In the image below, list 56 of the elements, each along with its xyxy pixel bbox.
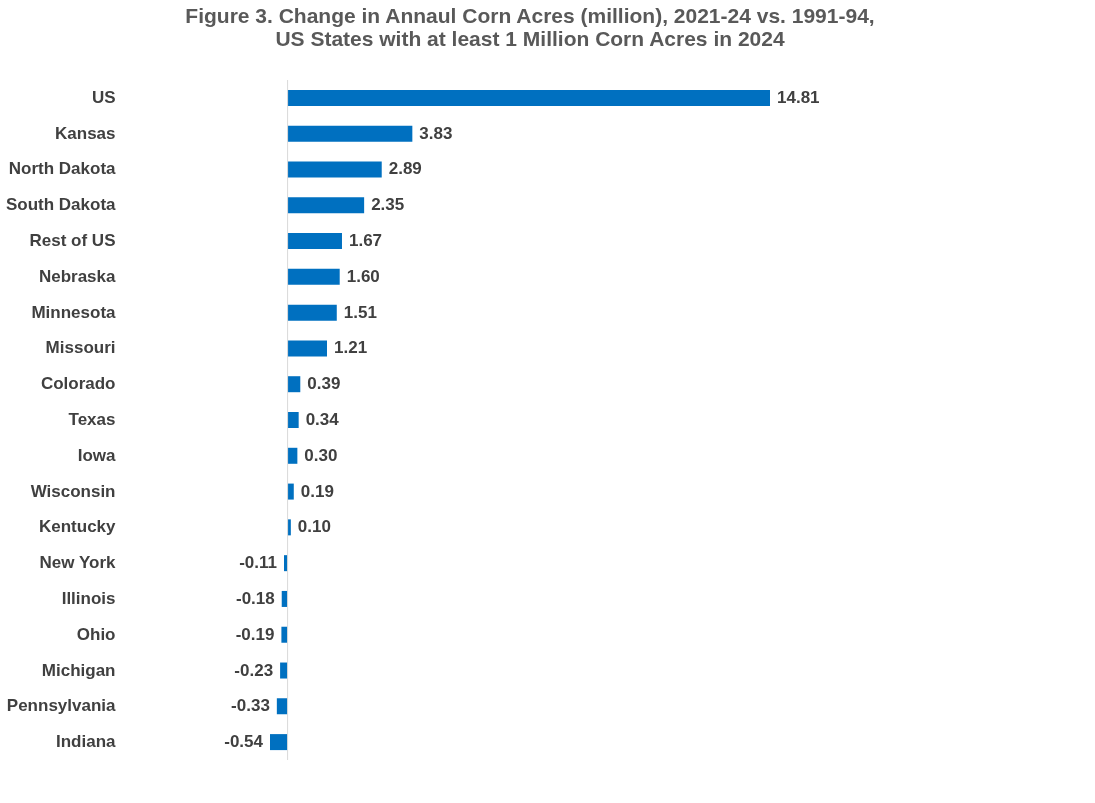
bar xyxy=(270,734,288,751)
y-tick-label: Texas xyxy=(68,410,116,429)
data-label: -0.33 xyxy=(231,696,270,716)
bar xyxy=(287,519,291,536)
bar xyxy=(287,197,365,214)
bar xyxy=(276,698,288,715)
bar xyxy=(280,662,288,679)
bar xyxy=(287,161,382,178)
y-tick-label: Nebraska xyxy=(38,266,117,286)
bar xyxy=(287,376,301,393)
data-label: -0.54 xyxy=(224,732,264,752)
bar xyxy=(287,483,294,500)
y-tick-label: Minnesota xyxy=(31,302,117,322)
y-tick-label: Indiana xyxy=(55,732,117,752)
data-label: 0.30 xyxy=(304,445,338,465)
data-label: 1.67 xyxy=(348,231,383,251)
bar xyxy=(287,268,340,285)
data-label: -0.19 xyxy=(235,624,275,644)
data-label: 1.60 xyxy=(346,266,380,286)
data-label: 3.83 xyxy=(419,123,453,143)
y-tick-label: Pennsylvania xyxy=(6,696,117,716)
bar xyxy=(287,89,770,106)
data-label: 2.35 xyxy=(371,195,405,215)
y-tick-label: Kentucky xyxy=(38,517,117,537)
y-tick-label: Iowa xyxy=(77,445,117,465)
chart-title: Figure 3. Change in Annaul Corn Acres (million), 2021-24 vs. 1991-94, US States with at least 1 Million Corn Acres in 2024 xyxy=(185,3,875,50)
bar xyxy=(287,412,299,428)
data-label: 0.10 xyxy=(297,517,331,537)
bar xyxy=(287,125,413,142)
data-label: 2.89 xyxy=(388,159,422,179)
data-label: 14.81 xyxy=(777,87,820,107)
data-label: -0.23 xyxy=(234,660,274,680)
data-label: 0.34 xyxy=(305,410,340,429)
data-label: -0.11 xyxy=(239,553,278,573)
data-label: 0.19 xyxy=(300,481,334,501)
bar xyxy=(287,304,337,321)
data-label: 1.51 xyxy=(343,302,377,322)
data-label: 1.21 xyxy=(334,338,368,358)
y-tick-label: Illinois xyxy=(61,588,116,608)
y-tick-label: Rest of US xyxy=(29,231,116,251)
data-label: -0.18 xyxy=(235,588,275,608)
y-tick-label: US xyxy=(91,87,116,107)
bar xyxy=(281,626,288,643)
y-tick-label: Michigan xyxy=(41,660,116,680)
bar xyxy=(287,233,342,250)
y-tick-label: Ohio xyxy=(76,624,116,644)
y-tick-label: New York xyxy=(39,553,117,573)
bar xyxy=(287,340,327,357)
y-tick-label: Kansas xyxy=(55,123,116,143)
data-label: 0.39 xyxy=(307,374,341,394)
y-tick-label: North Dakota xyxy=(8,159,117,179)
y-tick-label: Missouri xyxy=(45,338,116,358)
y-tick-label: Wisconsin xyxy=(30,481,116,501)
bar xyxy=(287,447,298,464)
y-tick-label: Colorado xyxy=(40,374,116,394)
y-tick-label: South Dakota xyxy=(5,195,117,215)
